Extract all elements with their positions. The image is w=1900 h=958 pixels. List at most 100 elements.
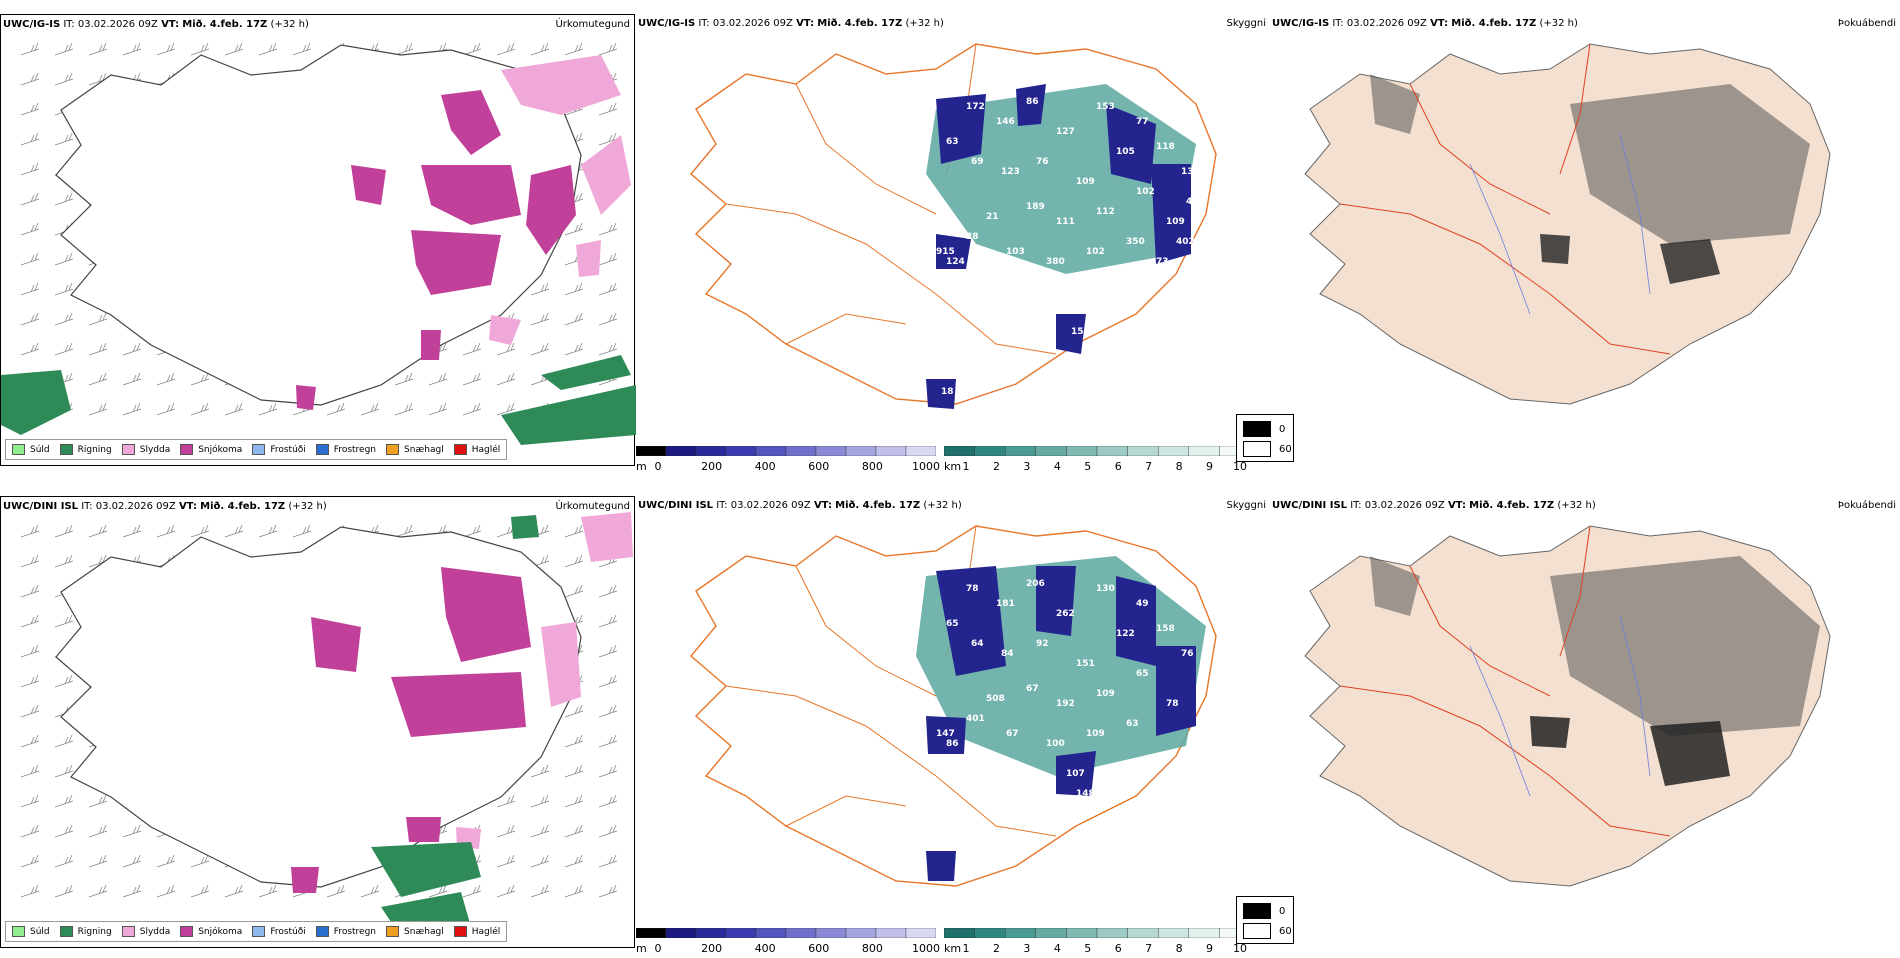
visibility-value-label: 146 bbox=[996, 117, 1015, 127]
wind-barb bbox=[88, 312, 108, 326]
wind-barb bbox=[394, 402, 414, 416]
colorbar-tick: 3 bbox=[1023, 460, 1031, 473]
wind-barb bbox=[598, 584, 618, 598]
visibility-value-label: 189 bbox=[1026, 202, 1045, 212]
visibility-value-label: 206 bbox=[1026, 579, 1045, 589]
colorbar-segment bbox=[815, 928, 847, 938]
wind-barb bbox=[190, 884, 210, 898]
panel-title: Þokuábendi bbox=[1837, 500, 1896, 511]
wind-barb bbox=[598, 132, 618, 146]
colorbar-segment bbox=[1066, 446, 1098, 456]
wind-barb bbox=[20, 704, 40, 718]
visibility-map: 172 146 86 127 153 77 63 69 123 76 109 105 118 131 102… bbox=[690, 43, 1217, 409]
colorbar-tick: 2 bbox=[992, 942, 1000, 955]
legend-swatch bbox=[386, 926, 400, 937]
colorbar-segment bbox=[905, 928, 936, 938]
wind-barb bbox=[564, 282, 584, 296]
visibility-value-label: 124 bbox=[946, 257, 965, 267]
colorbar-tick: 400 bbox=[754, 460, 776, 473]
legend-swatch bbox=[453, 444, 467, 455]
wind-barb bbox=[54, 342, 74, 356]
legend-label: Frostregn bbox=[333, 444, 377, 455]
visibility-value-label: 181 bbox=[996, 599, 1015, 609]
wind-barb bbox=[20, 734, 40, 748]
wind-barb bbox=[564, 342, 584, 356]
wind-barb bbox=[530, 42, 550, 56]
wind-barb bbox=[156, 524, 176, 538]
wind-barb bbox=[496, 342, 516, 356]
wind-barb bbox=[598, 614, 618, 628]
wind-barb bbox=[20, 252, 40, 266]
colorbar-tick: 7 bbox=[1145, 942, 1153, 955]
colorbar-segment bbox=[944, 446, 975, 456]
panel-title: Úrkomutegund bbox=[555, 19, 630, 30]
colorbar-segment bbox=[636, 446, 667, 456]
wind-barb bbox=[496, 824, 516, 838]
wind-barb bbox=[54, 132, 74, 146]
wind-barb bbox=[20, 614, 40, 628]
precip-type-panel-ig: UWC/IG-IS IT: 03.02.2026 09Z VT: Mið. 4.… bbox=[0, 14, 636, 466]
wind-barb bbox=[54, 312, 74, 326]
visibility-value-label: 107 bbox=[1066, 769, 1085, 779]
visibility-value-label: 127 bbox=[1056, 127, 1075, 137]
wind-barb bbox=[224, 42, 244, 56]
wind-barb bbox=[564, 854, 584, 868]
legend-label: Frostúði bbox=[270, 444, 306, 455]
colorbar-tick: 1 bbox=[962, 942, 970, 955]
visibility-value-label: 109 bbox=[1086, 729, 1105, 739]
rain-areas bbox=[1, 355, 636, 445]
wind-barb bbox=[598, 342, 618, 356]
colorbar-tick: 3 bbox=[1023, 942, 1031, 955]
visibility-value-label: 130 bbox=[1096, 584, 1115, 594]
legend-item: Snjókoma bbox=[180, 926, 242, 937]
fog-dark bbox=[1540, 234, 1720, 284]
colorbar-segment bbox=[1005, 446, 1037, 456]
legend-swatch bbox=[59, 444, 73, 455]
colorbar-segment bbox=[636, 928, 667, 938]
precip-map bbox=[1, 42, 636, 445]
colorbar-segment bbox=[1096, 446, 1128, 456]
wind-barb bbox=[88, 524, 108, 538]
visibility-value-label: 192 bbox=[1056, 699, 1075, 709]
visibility-value-label: 86 bbox=[1026, 97, 1039, 107]
legend-item: Slydda bbox=[121, 926, 170, 937]
wind-barb bbox=[564, 42, 584, 56]
colorbar-tick: 1000 bbox=[912, 942, 940, 955]
visibility-value-label: 109 bbox=[1166, 217, 1185, 227]
wind-barb bbox=[20, 764, 40, 778]
legend-item: Súld bbox=[12, 926, 50, 937]
legend-swatch bbox=[252, 926, 266, 937]
wind-barb bbox=[598, 794, 618, 808]
fog-dark bbox=[1530, 716, 1730, 786]
visibility-value-label: 67 bbox=[1006, 729, 1019, 739]
fog-map bbox=[1304, 525, 1831, 887]
visibility-value-label: 106 bbox=[1076, 307, 1095, 317]
fog-legend: 0 60 bbox=[1236, 414, 1294, 462]
visibility-value-label: 100 bbox=[1046, 739, 1065, 749]
legend-swatch bbox=[315, 444, 329, 455]
legend-swatch bbox=[453, 926, 467, 937]
road-network bbox=[1339, 525, 1671, 837]
visibility-value-label: 508 bbox=[986, 694, 1005, 704]
visibility-value-label: 65 bbox=[1136, 669, 1149, 679]
wind-barb bbox=[88, 854, 108, 868]
wind-barb bbox=[20, 192, 40, 206]
wind-barb bbox=[20, 584, 40, 598]
colorbar-tick: 600 bbox=[808, 942, 830, 955]
panel-header: UWC/IG-IS IT: 03.02.2026 09Z VT: Mið. 4.… bbox=[3, 19, 309, 30]
sleet-areas bbox=[489, 55, 631, 345]
colorbar-segment bbox=[695, 446, 727, 456]
panel-header: UWC/DINI ISL IT: 03.02.2026 09Z VT: Mið.… bbox=[638, 500, 962, 511]
wind-barb bbox=[530, 342, 550, 356]
wind-barb bbox=[20, 674, 40, 688]
visibility-value-label: 40 bbox=[1186, 197, 1199, 207]
terrain-colorbar: m 0 200 400 600 800 1000 bbox=[636, 928, 940, 958]
wind-barb bbox=[190, 524, 210, 538]
wind-barb bbox=[224, 402, 244, 416]
colorbar-segment bbox=[1188, 928, 1220, 938]
legend-item: Súld bbox=[12, 444, 50, 455]
legend-label: Slydda bbox=[139, 444, 171, 455]
wind-barb bbox=[598, 222, 618, 236]
colorbar-tick: 9 bbox=[1206, 942, 1214, 955]
wind-barb bbox=[54, 794, 74, 808]
